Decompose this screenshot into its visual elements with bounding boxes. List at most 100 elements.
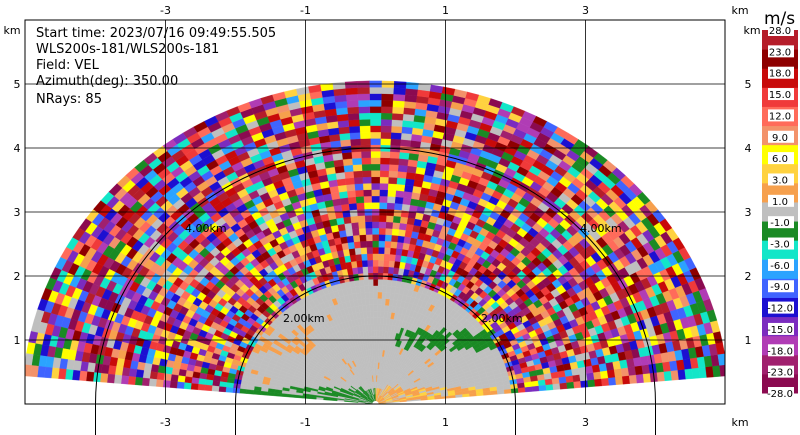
velocity-gate	[219, 381, 228, 388]
velocity-gate	[378, 253, 385, 261]
nrays-label: NRays: 85	[36, 92, 102, 107]
velocity-gate	[351, 157, 362, 166]
velocity-gate	[71, 369, 81, 381]
velocity-gate	[365, 234, 373, 242]
velocity-gate	[380, 311, 385, 319]
velocity-gate	[376, 362, 379, 370]
velocity-gate	[381, 93, 394, 101]
velocity-gate	[352, 164, 363, 172]
velocity-gate	[579, 373, 588, 382]
velocity-gate	[373, 317, 378, 325]
velocity-gate	[58, 368, 67, 380]
velocity-gate	[552, 383, 561, 390]
velocity-gate	[353, 241, 361, 249]
velocity-gate	[524, 386, 533, 393]
velocity-gate	[406, 217, 416, 226]
velocity-gate	[360, 151, 371, 159]
x-tick-label-top: 3	[582, 4, 589, 17]
velocity-gate	[225, 387, 234, 393]
x-tick-label-bottom: 3	[582, 416, 589, 429]
velocity-gate	[388, 164, 399, 172]
velocity-gate	[369, 112, 382, 120]
velocity-gate	[366, 247, 373, 254]
x-tick-label-top: -3	[160, 4, 171, 17]
velocity-gate	[99, 373, 109, 383]
range-ring-label: 4.00km	[580, 222, 622, 235]
velocity-gate	[615, 376, 624, 385]
velocity-gate	[370, 151, 381, 158]
velocity-gate	[363, 195, 372, 203]
velocity-gate	[379, 317, 384, 325]
velocity-gate	[395, 190, 405, 198]
velocity-gate	[246, 389, 255, 395]
velocity-gate	[335, 107, 348, 116]
velocity-gate	[360, 138, 371, 146]
velocity-gate	[401, 120, 414, 128]
velocity-gate	[573, 380, 582, 389]
colorbar-tick-label: 3.0	[772, 175, 788, 186]
velocity-gate	[171, 367, 180, 376]
velocity-gate	[381, 99, 394, 107]
velocity-gate	[370, 138, 381, 145]
y-tick-label-left: 3	[14, 206, 21, 219]
velocity-gate	[356, 266, 364, 274]
range-ring-label: 4.00km	[185, 222, 227, 235]
velocity-gate	[380, 112, 393, 120]
colorbar-unit: m/s	[764, 9, 796, 29]
velocity-gate	[379, 183, 389, 191]
velocity-gate	[383, 260, 390, 268]
velocity-gate	[355, 196, 365, 204]
velocity-gate	[387, 176, 398, 185]
y-tick-label-right: 4	[745, 142, 752, 155]
velocity-gate	[350, 138, 361, 146]
velocity-gate	[348, 119, 360, 127]
velocity-gate	[372, 247, 379, 254]
azimuth-label: Azimuth(deg): 350.00	[36, 74, 179, 89]
velocity-gate	[593, 371, 602, 380]
velocity-gate	[338, 191, 348, 199]
velocity-gate	[391, 119, 403, 127]
velocity-gate	[397, 235, 405, 243]
velocity-gate	[211, 385, 220, 392]
velocity-gate	[393, 260, 401, 269]
velocity-gate	[332, 81, 346, 90]
velocity-gate	[170, 374, 179, 382]
y-tick-label-left: 5	[14, 78, 21, 91]
velocity-gate	[357, 221, 366, 229]
start-time-label: Start time: 2023/07/16 09:49:55.505	[36, 26, 277, 41]
velocity-gate	[190, 383, 199, 390]
colorbar-tick-label: 15.0	[769, 90, 791, 101]
velocity-gate	[348, 203, 358, 211]
velocity-gate	[400, 210, 410, 218]
y-tick-label-right: 3	[745, 206, 752, 219]
velocity-gate	[346, 100, 359, 108]
velocity-gate	[404, 178, 415, 187]
velocity-gate	[371, 195, 380, 203]
velocity-gate	[400, 139, 412, 147]
velocity-gate	[390, 138, 401, 146]
velocity-gate	[389, 151, 400, 159]
velocity-gate	[370, 125, 381, 133]
velocity-gate	[389, 157, 400, 166]
y-tick-label-right: 5	[745, 78, 752, 91]
velocity-gate	[348, 125, 361, 134]
velocity-gate	[372, 279, 379, 286]
velocity-gate	[339, 197, 349, 206]
velocity-gate	[382, 266, 389, 274]
velocity-gate	[336, 113, 349, 122]
velocity-gate	[369, 93, 382, 101]
velocity-gate	[199, 372, 208, 380]
velocity-gate	[397, 229, 406, 237]
range-ring-label: 2.00km	[481, 312, 523, 325]
velocity-gate	[559, 382, 568, 390]
velocity-gate	[335, 171, 346, 180]
colorbar-tick-label: 6.0	[772, 154, 788, 165]
velocity-gate	[393, 209, 402, 217]
velocity-gate	[385, 221, 394, 229]
velocity-gate	[372, 234, 379, 241]
velocity-gate	[364, 215, 373, 223]
velocity-gate	[390, 125, 403, 134]
velocity-gate	[397, 164, 408, 173]
velocity-gate	[197, 383, 206, 391]
